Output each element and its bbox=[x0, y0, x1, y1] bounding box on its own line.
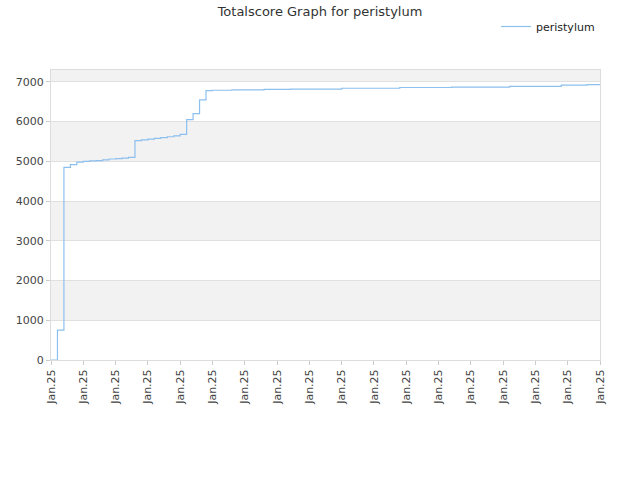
svg-text:3000: 3000 bbox=[16, 235, 44, 248]
svg-text:Jan.25: Jan.25 bbox=[303, 369, 316, 404]
svg-text:Jan.25: Jan.25 bbox=[529, 369, 542, 404]
svg-text:Jan.25: Jan.25 bbox=[141, 369, 154, 404]
svg-text:Jan.25: Jan.25 bbox=[335, 369, 348, 404]
svg-text:2000: 2000 bbox=[16, 274, 44, 287]
svg-text:Jan.25: Jan.25 bbox=[174, 369, 187, 404]
svg-text:Jan.25: Jan.25 bbox=[464, 369, 477, 404]
svg-text:4000: 4000 bbox=[16, 195, 44, 208]
svg-text:5000: 5000 bbox=[16, 155, 44, 168]
svg-text:Jan.25: Jan.25 bbox=[45, 369, 58, 404]
svg-text:Jan.25: Jan.25 bbox=[561, 369, 574, 404]
svg-text:Totalscore Graph for peristylu: Totalscore Graph for peristylum bbox=[217, 4, 423, 19]
svg-text:1000: 1000 bbox=[16, 314, 44, 327]
svg-text:6000: 6000 bbox=[16, 115, 44, 128]
svg-text:Jan.25: Jan.25 bbox=[109, 369, 122, 404]
svg-text:Jan.25: Jan.25 bbox=[271, 369, 284, 404]
svg-text:Jan.25: Jan.25 bbox=[432, 369, 445, 404]
svg-text:7000: 7000 bbox=[16, 76, 44, 89]
svg-text:Jan.25: Jan.25 bbox=[206, 369, 219, 404]
svg-text:Jan.25: Jan.25 bbox=[368, 369, 381, 404]
svg-text:Jan.25: Jan.25 bbox=[594, 369, 607, 404]
svg-text:Jan.25: Jan.25 bbox=[497, 369, 510, 404]
svg-text:0: 0 bbox=[37, 354, 44, 367]
svg-text:Jan.25: Jan.25 bbox=[238, 369, 251, 404]
svg-text:peristylum: peristylum bbox=[536, 21, 595, 34]
svg-text:Jan.25: Jan.25 bbox=[77, 369, 90, 404]
svg-text:Jan.25: Jan.25 bbox=[400, 369, 413, 404]
